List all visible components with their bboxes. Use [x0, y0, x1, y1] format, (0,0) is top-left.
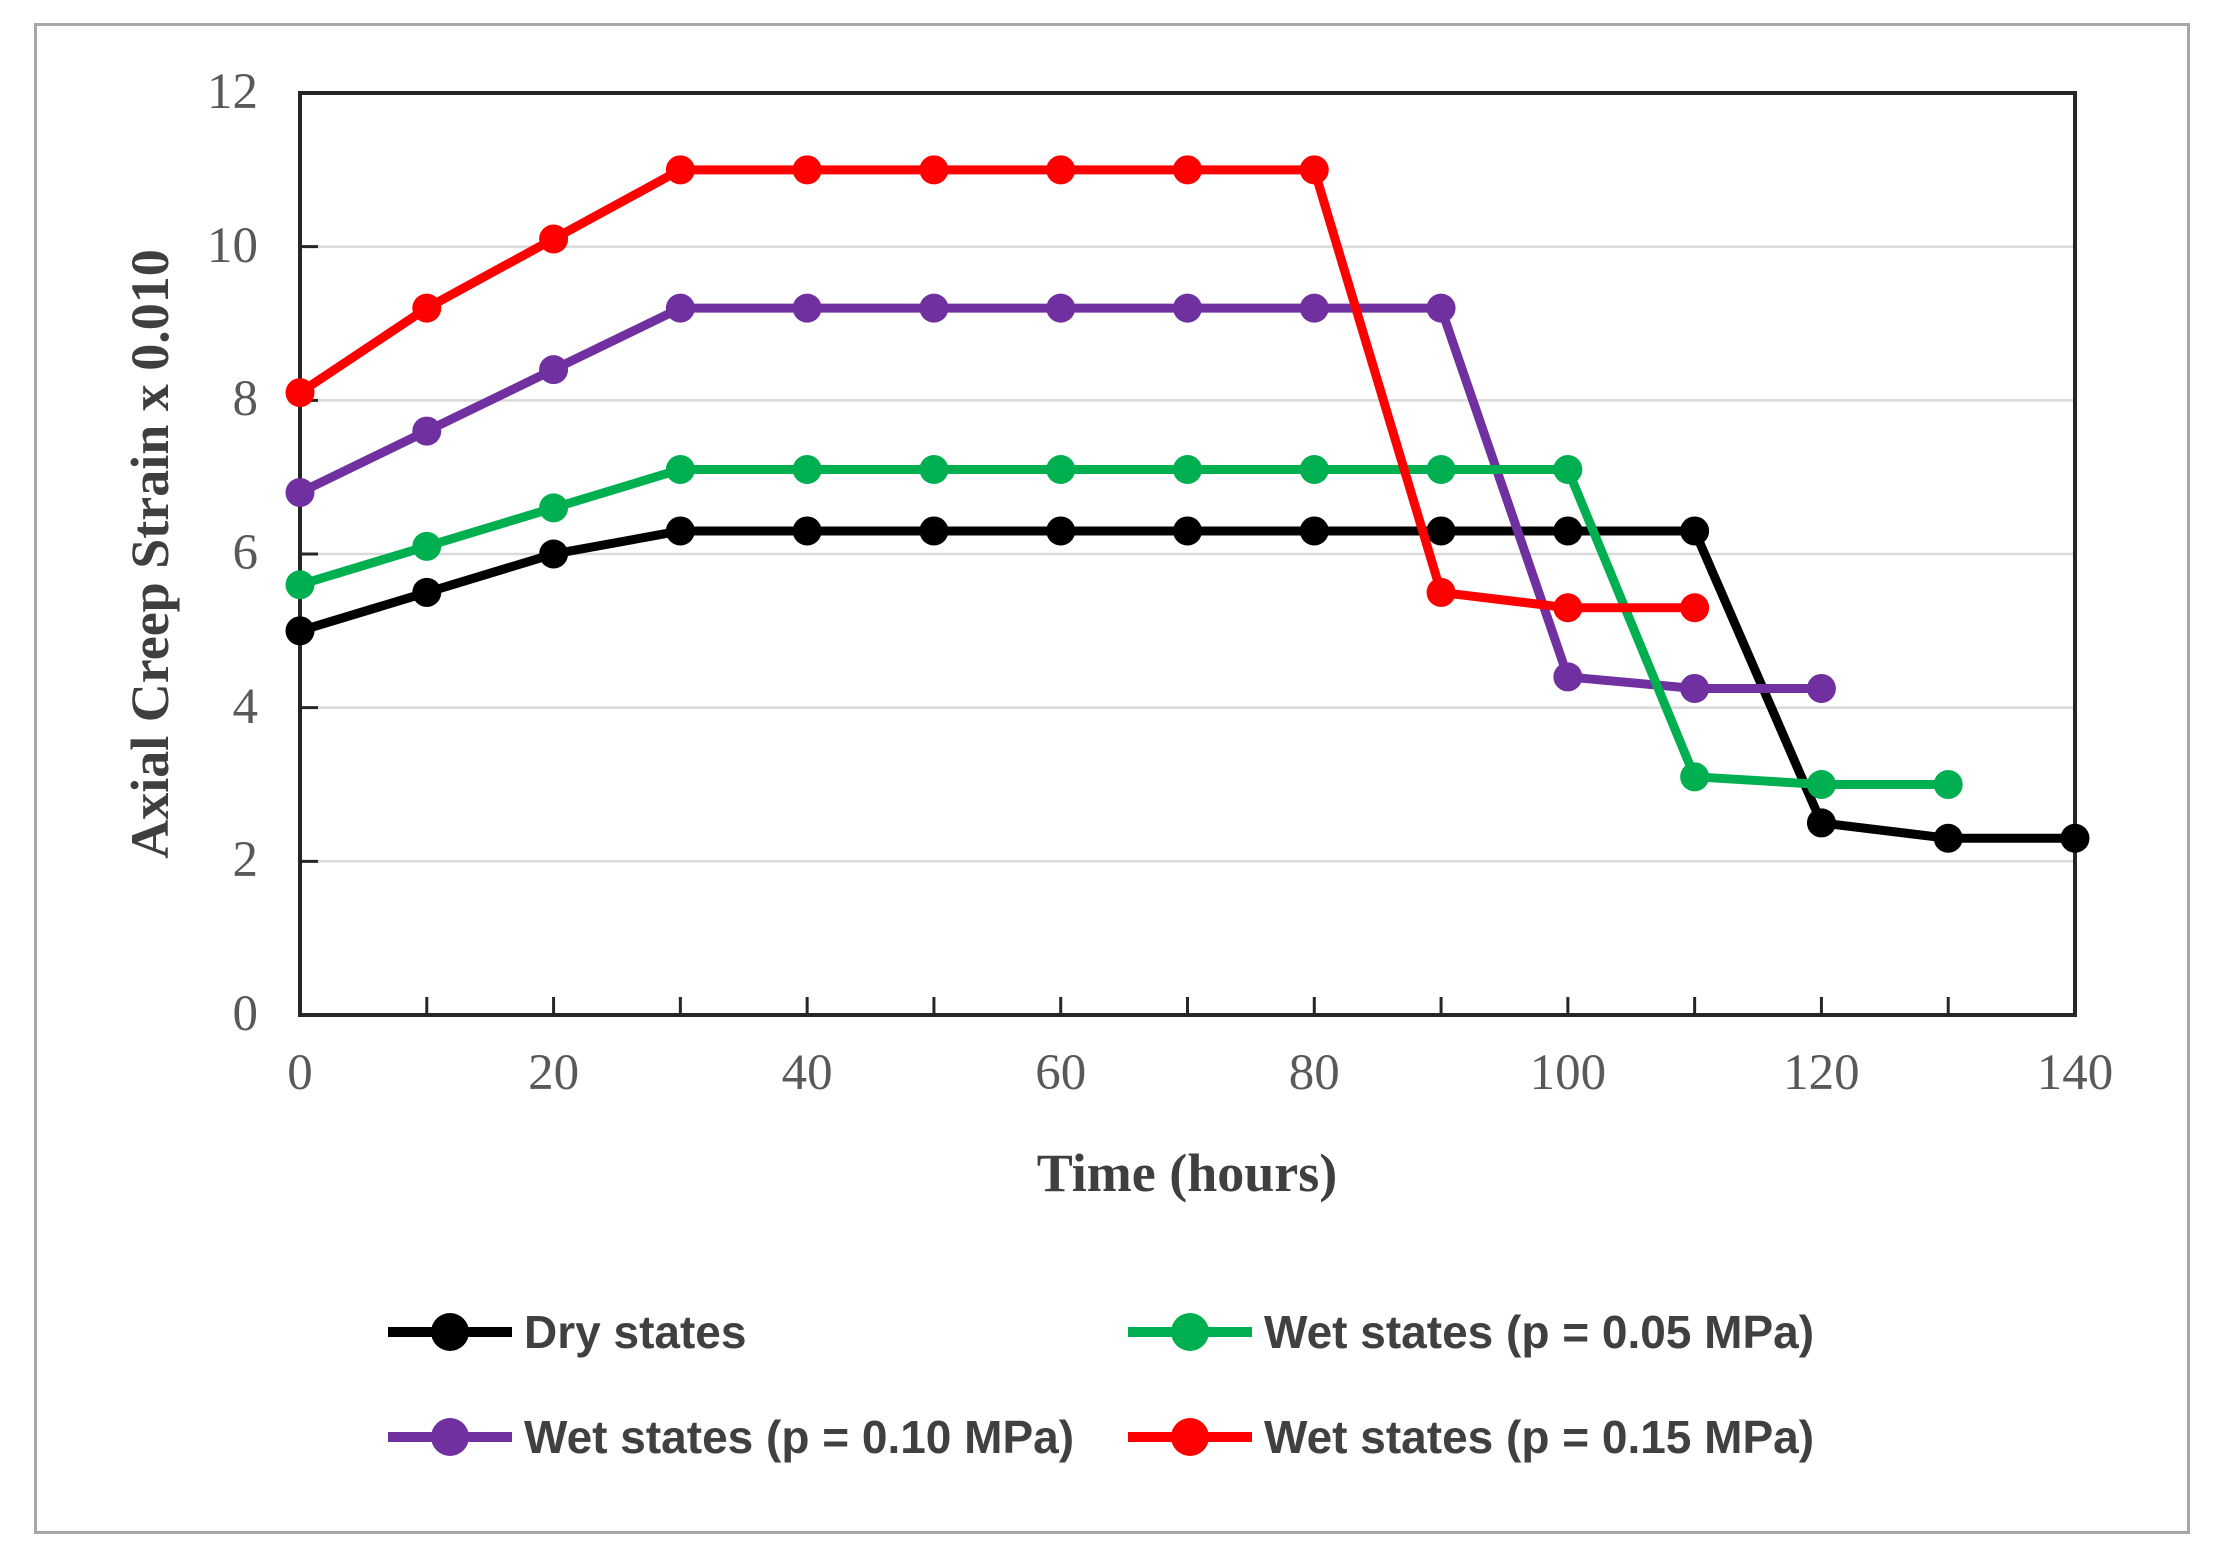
data-point-series0-t70 [1173, 516, 1202, 546]
data-point-series2-t110 [1680, 673, 1710, 703]
data-point-series3-t80 [1299, 155, 1329, 185]
x-tick-label-80: 80 [1288, 1045, 1340, 1101]
series-line-2 [295, 303, 1826, 693]
data-point-series2-t30 [665, 293, 695, 323]
data-point-series3-t20 [539, 224, 569, 254]
data-point-series3-t100 [1553, 593, 1583, 623]
y-tick-label-2: 2 [232, 832, 259, 889]
data-point-series0-t30 [665, 516, 695, 546]
data-point-series3-t40 [792, 155, 822, 185]
data-point-series2-t70 [1173, 293, 1202, 323]
legend-item-dry-states: Dry states [388, 1308, 746, 1356]
data-point-series0-t60 [1046, 516, 1076, 546]
x-tick-label-60: 60 [1035, 1045, 1087, 1101]
data-point-series2-t100 [1553, 662, 1583, 692]
legend-marker-wet-010 [388, 1416, 512, 1458]
y-tick-label-0: 0 [232, 986, 259, 1042]
y-tick-label-8: 8 [232, 371, 259, 428]
data-point-series0-t50 [919, 516, 949, 546]
data-point-series0-t120 [1806, 808, 1836, 838]
data-point-series2-t10 [412, 416, 442, 446]
data-point-series1-t70 [1173, 454, 1202, 484]
y-tick-label-4: 4 [232, 678, 259, 735]
data-point-series1-t90 [1426, 454, 1456, 484]
x-tick-label-100: 100 [1529, 1045, 1607, 1101]
data-point-series1-t40 [792, 454, 822, 484]
data-point-series0-t140 [2060, 823, 2090, 853]
data-point-series3-t70 [1173, 155, 1202, 185]
legend-label: Wet states (p = 0.15 MPa) [1264, 1411, 1815, 1463]
data-point-series3-t90 [1426, 577, 1456, 607]
legend-dot-icon [431, 1418, 469, 1456]
data-point-series1-t120 [1806, 770, 1836, 799]
x-tick-label-120: 120 [1783, 1045, 1860, 1101]
legend-item-wet-015: Wet states (p = 0.15 MPa) [1128, 1413, 1814, 1461]
data-point-series2-t40 [792, 293, 822, 323]
data-point-series0-t20 [539, 539, 569, 569]
data-point-series2-t60 [1046, 293, 1076, 323]
data-point-series2-t0 [285, 478, 315, 508]
legend-label: Wet states (p = 0.05 MPa) [1264, 1306, 1815, 1358]
legend-label: Dry states [524, 1306, 747, 1358]
data-point-series1-t20 [539, 493, 569, 523]
data-point-series0-t90 [1426, 516, 1456, 546]
x-tick-label-20: 20 [528, 1045, 580, 1101]
x-tick-label-0: 0 [287, 1045, 313, 1101]
data-point-series3-t30 [665, 155, 695, 185]
data-point-series0-t0 [285, 616, 315, 646]
series-line-1 [295, 464, 1953, 789]
data-point-series2-t50 [919, 293, 949, 323]
legend-marker-dry-states [388, 1311, 512, 1353]
legend-label: Wet states (p = 0.10 MPa) [524, 1411, 1075, 1463]
data-point-series1-t10 [412, 531, 442, 561]
data-point-series1-t130 [1933, 770, 1963, 799]
data-point-series1-t60 [1046, 454, 1076, 484]
y-tick-label-6: 6 [232, 525, 259, 581]
data-point-series1-t100 [1553, 454, 1583, 484]
data-point-series2-t20 [539, 355, 569, 385]
legend-dot-icon [1171, 1418, 1209, 1456]
data-point-series2-t120 [1806, 673, 1836, 703]
data-point-series3-t50 [919, 155, 949, 185]
data-point-series0-t80 [1299, 516, 1329, 546]
data-point-series1-t80 [1299, 454, 1329, 484]
data-point-series2-t90 [1426, 293, 1456, 323]
data-point-series1-t0 [285, 570, 315, 600]
legend-marker-wet-015 [1128, 1416, 1252, 1458]
legend-item-wet-010: Wet states (p = 0.10 MPa) [388, 1413, 1074, 1461]
data-point-series0-t10 [412, 577, 442, 607]
x-axis-title: Time (hours) [1036, 1143, 1338, 1203]
data-point-series0-t130 [1933, 823, 1963, 853]
y-tick-label-12: 12 [207, 64, 258, 120]
data-point-series0-t40 [792, 516, 822, 546]
data-point-series3-t60 [1046, 155, 1076, 185]
y-axis-title: Axial Creep Strain x 0.010 [120, 249, 180, 859]
series-line-3 [295, 165, 1700, 613]
legend-marker-wet-005 [1128, 1311, 1252, 1353]
data-point-series3-t110 [1680, 593, 1710, 623]
data-point-series0-t100 [1553, 516, 1583, 546]
y-tick-label-10: 10 [207, 217, 258, 274]
data-point-series1-t30 [665, 454, 695, 484]
legend-dot-icon [431, 1313, 469, 1351]
data-point-series3-t10 [412, 293, 442, 323]
x-tick-label-40: 40 [781, 1045, 833, 1101]
legend-item-wet-005: Wet states (p = 0.05 MPa) [1128, 1308, 1814, 1356]
data-point-series3-t0 [285, 378, 315, 408]
data-point-series0-t110 [1680, 516, 1710, 546]
legend-dot-icon [1171, 1313, 1209, 1351]
data-point-series2-t80 [1299, 293, 1329, 323]
data-point-series1-t110 [1680, 762, 1710, 792]
x-tick-label-140: 140 [2036, 1045, 2114, 1101]
data-point-series1-t50 [919, 454, 949, 484]
